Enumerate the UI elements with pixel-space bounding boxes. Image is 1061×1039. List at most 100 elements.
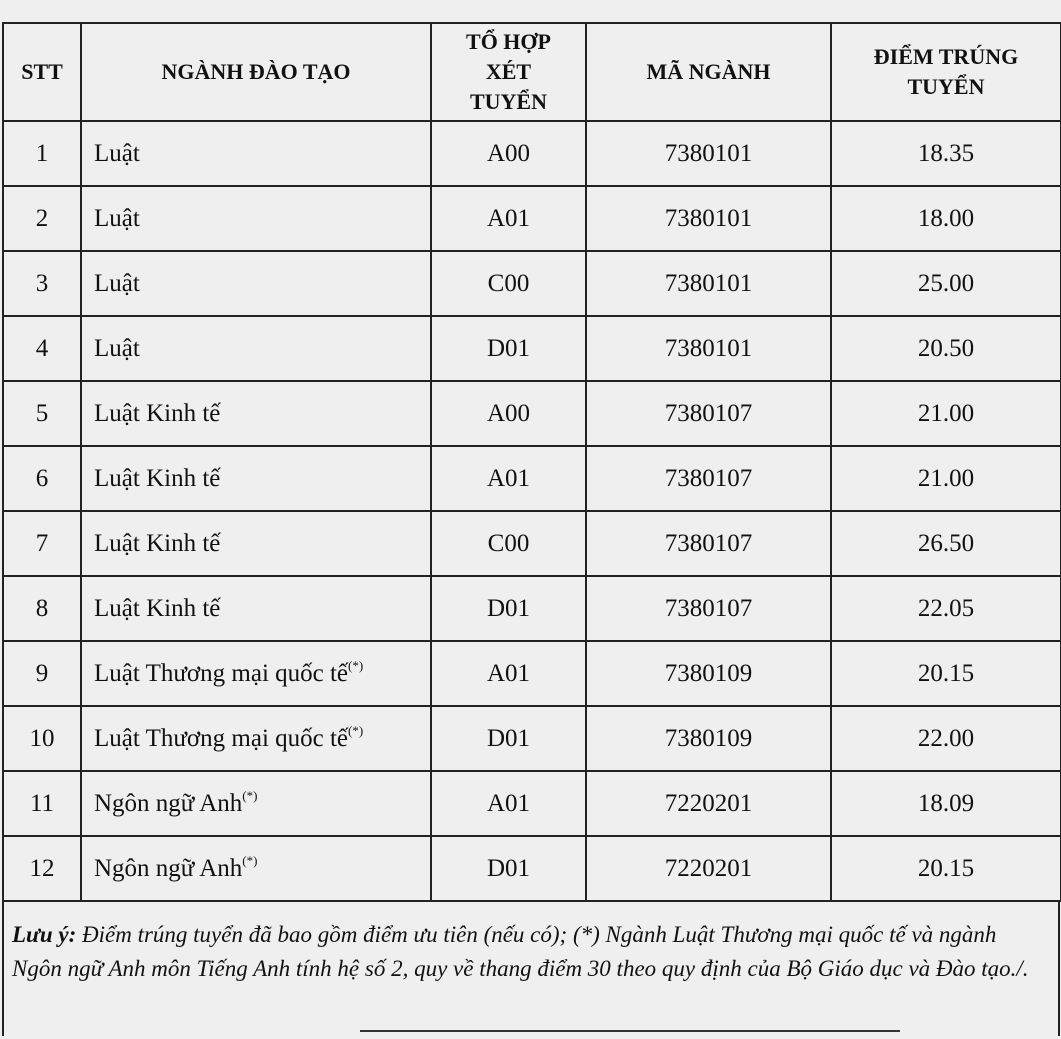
cell-text: Luật Thương mại quốc tế: [94, 659, 349, 687]
table-row: 10 Luật Thương mại quốc tế(*) D01 7380109 22…: [2, 705, 1061, 772]
cell-stt: 10: [2, 705, 82, 772]
cell-text: A00: [486, 139, 531, 167]
cell-to-hop: A00: [430, 120, 587, 187]
header-to-hop: TỔ HỢP XÉT TUYỂN: [430, 22, 587, 122]
cell-nganh: Luật: [80, 315, 432, 382]
cell-ma-nganh: 7380109: [585, 640, 832, 707]
cell-text: D01: [486, 724, 531, 752]
cell-text: D01: [486, 854, 531, 882]
cell-nganh: Ngôn ngữ Anh(*): [80, 835, 432, 902]
cell-text: A01: [486, 789, 531, 817]
cell-stt: 7: [2, 510, 82, 577]
cell-ma-nganh: 7380101: [585, 185, 832, 252]
cell-stt: 9: [2, 640, 82, 707]
cell-nganh: Ngôn ngữ Anh(*): [80, 770, 432, 837]
cell-to-hop: D01: [430, 575, 587, 642]
header-stt: STT: [2, 22, 82, 122]
cell-ma-nganh: 7220201: [585, 770, 832, 837]
footnote-mark: (*): [242, 787, 258, 803]
cell-text: 20.50: [917, 334, 975, 362]
cell-text: 7380107: [664, 399, 753, 427]
cell-text: 25.00: [917, 269, 975, 297]
cell-nganh: Luật Kinh tế: [80, 575, 432, 642]
cell-to-hop: D01: [430, 835, 587, 902]
table-row: 7 Luật Kinh tế C00 7380107 26.50: [2, 510, 1061, 577]
cell-text: D01: [486, 334, 531, 362]
cell-text: Luật: [94, 204, 140, 232]
cell-diem: 18.09: [830, 770, 1061, 837]
cell-text: A01: [486, 464, 531, 492]
cell-text: 7380101: [664, 334, 753, 362]
cell-stt: 8: [2, 575, 82, 642]
cell-text: Luật Kinh tế: [94, 529, 221, 557]
cell-text: Luật Thương mại quốc tế: [94, 724, 349, 752]
table-row: 8 Luật Kinh tế D01 7380107 22.05: [2, 575, 1061, 642]
cell-to-hop: C00: [430, 510, 587, 577]
cell-ma-nganh: 7220201: [585, 835, 832, 902]
table-row: 12 Ngôn ngữ Anh(*) D01 7220201 20.15: [2, 835, 1061, 902]
cell-text: 7380107: [664, 594, 753, 622]
cell-to-hop: A01: [430, 185, 587, 252]
table-row: 4 Luật D01 7380101 20.50: [2, 315, 1061, 382]
cell-text: A00: [486, 399, 531, 427]
cell-text: 7380101: [664, 204, 753, 232]
cell-to-hop: A01: [430, 445, 587, 512]
cell-text: A01: [486, 659, 531, 687]
cell-nganh: Luật Thương mại quốc tế(*): [80, 640, 432, 707]
cell-to-hop: A01: [430, 640, 587, 707]
cell-ma-nganh: 7380109: [585, 705, 832, 772]
cell-text: 2: [35, 204, 49, 232]
header-nganh: NGÀNH ĐÀO TẠO: [80, 22, 432, 122]
cell-text: Luật: [94, 334, 140, 362]
cell-ma-nganh: 7380107: [585, 510, 832, 577]
cell-text: 7: [35, 529, 49, 557]
cell-stt: 3: [2, 250, 82, 317]
cell-ma-nganh: 7380107: [585, 575, 832, 642]
cell-text: 21.00: [917, 399, 975, 427]
cell-text: Luật: [94, 269, 140, 297]
cell-diem: 18.35: [830, 120, 1061, 187]
cell-nganh: Luật Kinh tế: [80, 445, 432, 512]
table-row: 2 Luật A01 7380101 18.00: [2, 185, 1061, 252]
cell-text: Luật Kinh tế: [94, 594, 221, 622]
cell-to-hop: D01: [430, 705, 587, 772]
table-row: 11 Ngôn ngữ Anh(*) A01 7220201 18.09: [2, 770, 1061, 837]
cell-text: 4: [35, 334, 49, 362]
footnote: Lưu ý: Điểm trúng tuyển đã bao gồm điểm …: [2, 902, 1060, 1036]
table-row: 9 Luật Thương mại quốc tế(*) A01 7380109 20.…: [2, 640, 1061, 707]
cell-text: C00: [487, 529, 530, 557]
header-ma-nganh: MÃ NGÀNH: [585, 22, 832, 122]
cell-text: D01: [486, 594, 531, 622]
cell-diem: 22.05: [830, 575, 1061, 642]
cell-text: 7220201: [664, 789, 753, 817]
cell-text: 18.09: [917, 789, 975, 817]
cell-nganh: Luật: [80, 120, 432, 187]
cell-text: 7380101: [664, 139, 753, 167]
cell-text: Ngôn ngữ Anh: [94, 854, 243, 882]
cell-stt: 5: [2, 380, 82, 447]
cell-text: Luật Kinh tế: [94, 399, 221, 427]
footnote-mark: (*): [242, 852, 258, 868]
cell-text: 1: [35, 139, 49, 167]
cell-text: 5: [35, 399, 49, 427]
cell-text: 6: [35, 464, 49, 492]
cell-diem: 25.00: [830, 250, 1061, 317]
cell-to-hop: D01: [430, 315, 587, 382]
cell-diem: 18.00: [830, 185, 1061, 252]
divider: [360, 1030, 900, 1032]
cell-stt: 2: [2, 185, 82, 252]
note-label: Lưu ý:: [12, 922, 77, 947]
cell-text: 11: [29, 789, 55, 817]
cell-text: 7220201: [664, 854, 753, 882]
cell-stt: 4: [2, 315, 82, 382]
cell-stt: 1: [2, 120, 82, 187]
cell-text: 3: [35, 269, 49, 297]
cell-ma-nganh: 7380107: [585, 445, 832, 512]
header-diem: ĐIỂM TRÚNG TUYỂN: [830, 22, 1061, 122]
cell-text: 20.15: [917, 659, 975, 687]
cell-ma-nganh: 7380101: [585, 250, 832, 317]
cell-text: Luật: [94, 139, 140, 167]
cell-nganh: Luật Kinh tế: [80, 510, 432, 577]
admission-scores-table: STT NGÀNH ĐÀO TẠO TỔ HỢP XÉT TUYỂN MÃ NG…: [2, 22, 1061, 902]
cell-stt: 12: [2, 835, 82, 902]
